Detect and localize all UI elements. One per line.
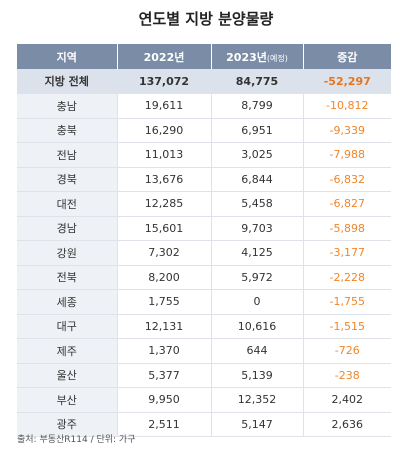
value-2023-cell: 4,125	[211, 240, 304, 266]
value-2022-cell: 11,013	[117, 142, 212, 168]
value-2023-cell: 644	[211, 338, 304, 364]
region-cell: 충북	[17, 118, 118, 143]
header-2022: 2022년	[117, 44, 212, 69]
region-cell: 광주	[17, 412, 118, 437]
table-header-row: 지역 2022년 2023년(예정) 증감	[17, 44, 391, 69]
value-2023-cell: 10,616	[211, 314, 304, 339]
change-cell: -10,812	[303, 93, 391, 119]
change-cell: -9,339	[303, 118, 391, 143]
value-2023-cell: 6,844	[211, 167, 304, 192]
value-2022-cell: 137,072	[117, 69, 212, 94]
value-2023-cell: 0	[211, 289, 304, 315]
region-cell: 전북	[17, 265, 118, 290]
change-cell: 2,402	[303, 387, 391, 413]
value-2023-cell: 9,703	[211, 216, 304, 241]
page-title: 연도별 지방 분양물량	[138, 10, 274, 28]
value-2023-cell: 8,799	[211, 93, 304, 119]
region-cell: 경북	[17, 167, 118, 192]
value-2022-cell: 12,131	[117, 314, 212, 339]
table-row: 부산 9,950 12,352 2,402	[17, 387, 391, 413]
table-row: 충남 19,611 8,799 -10,812	[17, 93, 391, 119]
change-cell: -5,898	[303, 216, 391, 241]
header-change: 증감	[303, 44, 391, 69]
table-row: 세종 1,755 0 -1,755	[17, 289, 391, 315]
change-cell: -1,515	[303, 314, 391, 339]
region-cell: 지방 전체	[17, 69, 118, 94]
table-row: 전북 8,200 5,972 -2,228	[17, 265, 391, 290]
table-row: 대전 12,285 5,458 -6,827	[17, 191, 391, 217]
region-cell: 경남	[17, 216, 118, 241]
change-cell: -238	[303, 363, 391, 388]
table-row: 울산 5,377 5,139 -238	[17, 363, 391, 388]
supply-table: 지역 2022년 2023년(예정) 증감 지방 전체 137,072 84,7…	[17, 44, 391, 437]
table-row: 제주 1,370 644 -726	[17, 338, 391, 364]
change-cell: 2,636	[303, 412, 391, 437]
value-2022-cell: 12,285	[117, 191, 212, 217]
value-2023-cell: 5,458	[211, 191, 304, 217]
header-2023-note: (예정)	[266, 53, 288, 63]
change-cell: -6,827	[303, 191, 391, 217]
change-cell: -2,228	[303, 265, 391, 290]
table-row: 경북 13,676 6,844 -6,832	[17, 167, 391, 192]
header-2023-label: 2023년	[226, 50, 267, 64]
value-2023-cell: 5,147	[211, 412, 304, 437]
value-2023-cell: 3,025	[211, 142, 304, 168]
value-2022-cell: 13,676	[117, 167, 212, 192]
region-cell: 부산	[17, 387, 118, 413]
change-cell: -726	[303, 338, 391, 364]
change-cell: -1,755	[303, 289, 391, 315]
source-note: 출처: 부동산R114 / 단위: 가구	[17, 435, 136, 445]
value-2023-cell: 5,139	[211, 363, 304, 388]
region-cell: 충남	[17, 93, 118, 119]
table-row: 광주 2,511 5,147 2,636	[17, 412, 391, 437]
change-cell: -52,297	[303, 69, 391, 94]
value-2022-cell: 7,302	[117, 240, 212, 266]
value-2022-cell: 8,200	[117, 265, 212, 290]
value-2022-cell: 16,290	[117, 118, 212, 143]
table-row: 충북 16,290 6,951 -9,339	[17, 118, 391, 143]
header-region: 지역	[17, 44, 118, 69]
value-2023-cell: 6,951	[211, 118, 304, 143]
table-row: 전남 11,013 3,025 -7,988	[17, 142, 391, 168]
region-cell: 강원	[17, 240, 118, 266]
table-row: 강원 7,302 4,125 -3,177	[17, 240, 391, 266]
change-cell: -7,988	[303, 142, 391, 168]
table-row-total: 지방 전체 137,072 84,775 -52,297	[17, 69, 391, 94]
value-2022-cell: 9,950	[117, 387, 212, 413]
value-2022-cell: 1,755	[117, 289, 212, 315]
value-2022-cell: 5,377	[117, 363, 212, 388]
value-2022-cell: 15,601	[117, 216, 212, 241]
region-cell: 울산	[17, 363, 118, 388]
value-2023-cell: 12,352	[211, 387, 304, 413]
region-cell: 세종	[17, 289, 118, 315]
value-2023-cell: 5,972	[211, 265, 304, 290]
change-cell: -6,832	[303, 167, 391, 192]
region-cell: 대구	[17, 314, 118, 339]
change-cell: -3,177	[303, 240, 391, 266]
value-2022-cell: 2,511	[117, 412, 212, 437]
value-2022-cell: 1,370	[117, 338, 212, 364]
table-row: 경남 15,601 9,703 -5,898	[17, 216, 391, 241]
region-cell: 대전	[17, 191, 118, 217]
region-cell: 전남	[17, 142, 118, 168]
table-row: 대구 12,131 10,616 -1,515	[17, 314, 391, 339]
header-2023: 2023년(예정)	[211, 44, 304, 69]
value-2023-cell: 84,775	[211, 69, 304, 94]
value-2022-cell: 19,611	[117, 93, 212, 119]
region-cell: 제주	[17, 338, 118, 364]
